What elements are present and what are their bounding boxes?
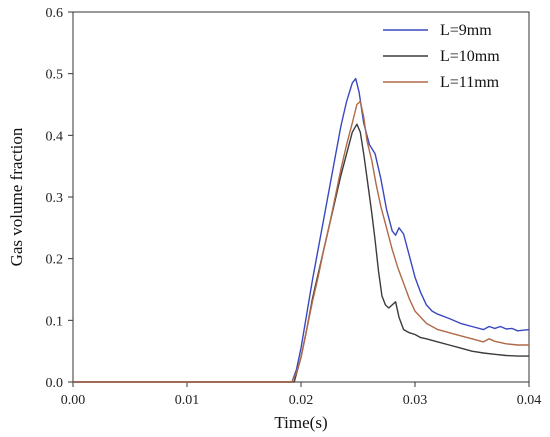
series-line-2 [73, 123, 529, 383]
x-tick-label: 0.01 [175, 393, 200, 408]
series-lines [73, 77, 530, 383]
legend-label: L=11mm [440, 74, 500, 91]
x-tick-label: 0.00 [61, 393, 86, 408]
series-line-1 [73, 77, 530, 383]
plot-area [72, 11, 530, 383]
y-tick-label: 0.0 [46, 376, 64, 391]
x-tick-label: 0.02 [289, 393, 314, 408]
x-axis-label: Time(s) [274, 413, 327, 432]
legend-label: L=10mm [440, 48, 500, 65]
x-tick-label: 0.04 [517, 393, 542, 408]
legend: L=9mm L=10mm L=11mm [383, 22, 500, 91]
series-line-3 [73, 100, 529, 383]
y-axis-label: Gas volume fraction [7, 127, 26, 266]
y-tick-label: 0.1 [46, 314, 64, 329]
y-tick-label: 0.4 [46, 129, 64, 144]
axis-ticks: 0.00 0.01 0.02 0.03 0.04 0.0 0.1 0.2 0.3 0.4 0.5 0.… [46, 6, 542, 408]
y-tick-label: 0.3 [46, 191, 64, 206]
legend-label: L=9mm [440, 22, 492, 39]
y-tick-label: 0.2 [46, 253, 64, 268]
y-tick-label: 0.6 [46, 6, 64, 21]
y-tick-label: 0.5 [46, 68, 64, 83]
x-tick-label: 0.03 [403, 393, 428, 408]
